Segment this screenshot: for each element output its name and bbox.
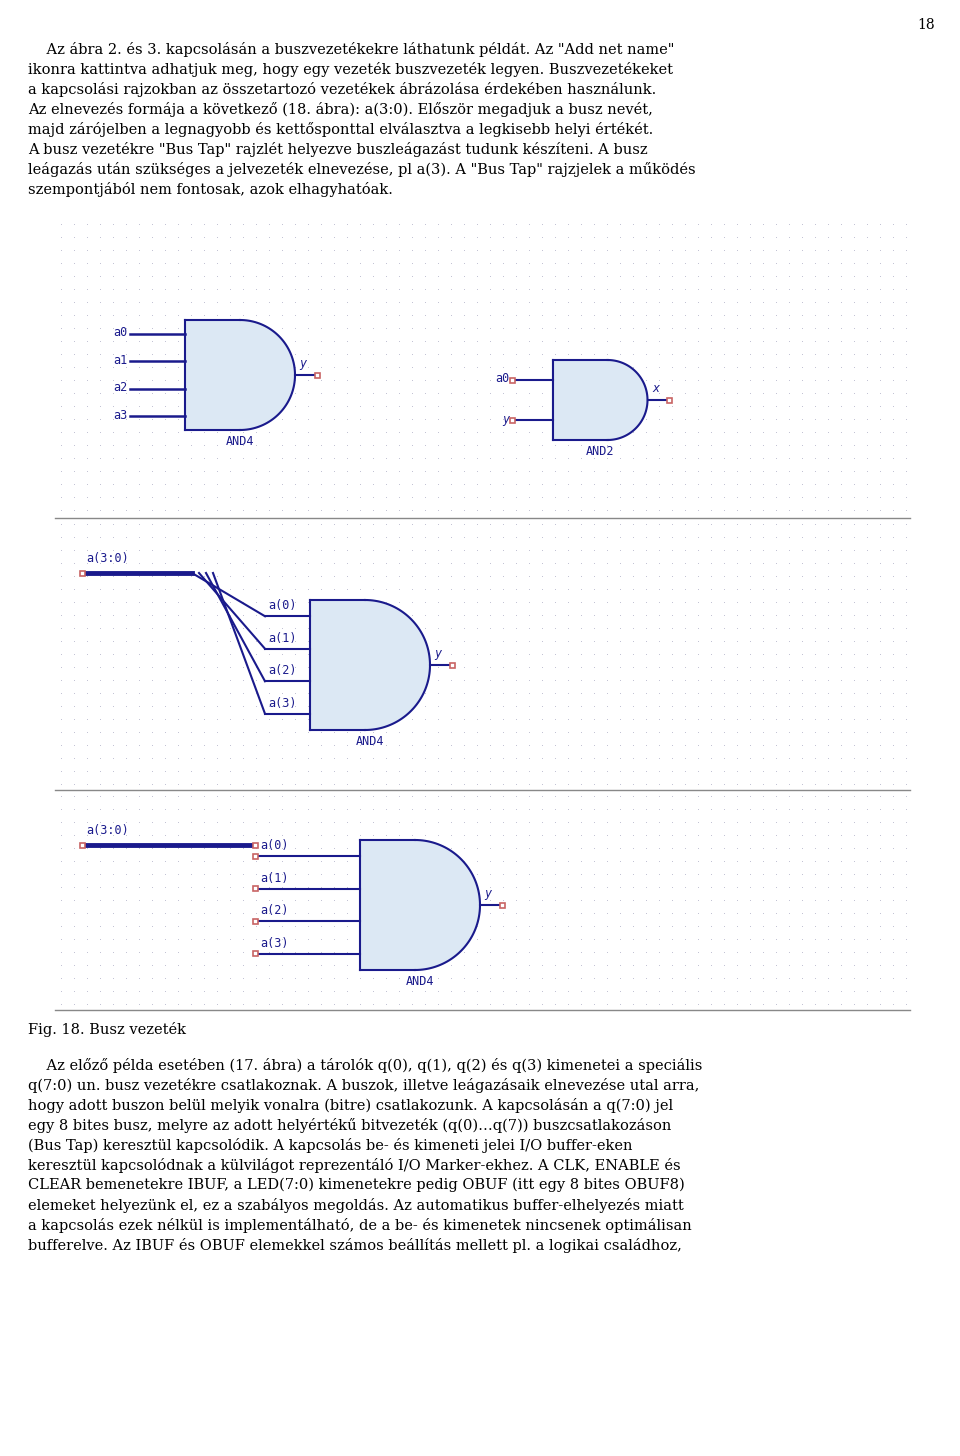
- Text: a2: a2: [112, 381, 127, 395]
- Bar: [252, 843, 257, 847]
- Text: a(3:0): a(3:0): [86, 552, 129, 565]
- Text: Az elnevezés formája a következő (18. ábra): a(3:0). Először megadjuk a busz nev: Az elnevezés formája a következő (18. áb…: [28, 102, 653, 116]
- Text: AND2: AND2: [586, 446, 614, 459]
- Polygon shape: [553, 360, 647, 440]
- Text: a(2): a(2): [268, 664, 297, 677]
- Text: a(0): a(0): [268, 600, 297, 613]
- Text: a3: a3: [112, 409, 127, 422]
- Text: AND4: AND4: [226, 435, 254, 448]
- Text: CLEAR bemenetekre IBUF, a LED(7:0) kimenetekre pedig OBUF (itt egy 8 bites OBUF8: CLEAR bemenetekre IBUF, a LED(7:0) kimen…: [28, 1178, 684, 1192]
- Bar: [449, 662, 454, 667]
- Text: a(2): a(2): [260, 904, 289, 917]
- Text: a(1): a(1): [268, 632, 297, 645]
- Bar: [252, 919, 257, 923]
- Text: Fig. 18. Busz vezeték: Fig. 18. Busz vezeték: [28, 1022, 186, 1037]
- Bar: [80, 571, 84, 575]
- Text: szempontjából nem fontosak, azok elhagyhatóak.: szempontjából nem fontosak, azok elhagyh…: [28, 182, 393, 197]
- Bar: [252, 951, 257, 957]
- Bar: [252, 887, 257, 891]
- Text: 18: 18: [918, 17, 935, 32]
- Text: a(3:0): a(3:0): [86, 824, 129, 837]
- Text: ikonra kattintva adhatjuk meg, hogy egy vezeték buszvezeték legyen. Buszvezetéke: ikonra kattintva adhatjuk meg, hogy egy …: [28, 63, 673, 77]
- Bar: [315, 373, 320, 377]
- Text: a0: a0: [112, 326, 127, 339]
- Text: a1: a1: [112, 354, 127, 367]
- Bar: [667, 397, 672, 402]
- Text: Az ábra 2. és 3. kapcsolásán a buszvezetékekre láthatunk példát. Az "Add net nam: Az ábra 2. és 3. kapcsolásán a buszvezet…: [28, 42, 674, 57]
- Text: y: y: [300, 357, 306, 370]
- Text: y: y: [502, 412, 510, 425]
- Bar: [80, 843, 84, 847]
- Text: a kapcsolási rajzokban az összetartozó vezetékek ábrázolása érdekében használunk: a kapcsolási rajzokban az összetartozó v…: [28, 82, 657, 98]
- Text: a(0): a(0): [260, 839, 289, 852]
- Polygon shape: [310, 600, 430, 729]
- Text: egy 8 bites busz, melyre az adott helyértékű bitvezeték (q(0)…q(7)) buszcsatlako: egy 8 bites busz, melyre az adott helyér…: [28, 1118, 671, 1133]
- Bar: [252, 853, 257, 859]
- Bar: [510, 418, 515, 422]
- Text: a0: a0: [495, 373, 510, 386]
- Text: A busz vezetékre "Bus Tap" rajzlét helyezve buszleágazást tudunk készíteni. A bu: A busz vezetékre "Bus Tap" rajzlét helye…: [28, 143, 648, 157]
- Text: majd zárójelben a legnagyobb és kettősponttal elválasztva a legkisebb helyi érté: majd zárójelben a legnagyobb és kettőspo…: [28, 122, 653, 137]
- Text: y: y: [435, 646, 442, 660]
- Text: x: x: [652, 381, 660, 395]
- Text: q(7:0) un. busz vezetékre csatlakoznak. A buszok, illetve leágazásaik elnevezése: q(7:0) un. busz vezetékre csatlakoznak. …: [28, 1077, 700, 1093]
- Polygon shape: [185, 320, 295, 430]
- Text: hogy adott buszon belül melyik vonalra (bitre) csatlakozunk. A kapcsolásán a q(7: hogy adott buszon belül melyik vonalra (…: [28, 1098, 673, 1112]
- Text: a(1): a(1): [260, 872, 289, 885]
- Polygon shape: [360, 840, 480, 970]
- Text: elemeket helyezünk el, ez a szabályos megoldás. Az automatikus buffer-elhelyezés: elemeket helyezünk el, ez a szabályos me…: [28, 1198, 684, 1213]
- Text: bufferelve. Az IBUF és OBUF elemekkel számos beállítás mellett pl. a logikai csa: bufferelve. Az IBUF és OBUF elemekkel sz…: [28, 1238, 682, 1254]
- Text: a(3): a(3): [268, 697, 297, 709]
- Text: keresztül kapcsolódnak a külvilágot reprezentáló I/O Marker-ekhez. A CLK, ENABLE: keresztül kapcsolódnak a külvilágot repr…: [28, 1158, 681, 1174]
- Bar: [510, 377, 515, 383]
- Text: AND4: AND4: [356, 735, 384, 748]
- Text: AND4: AND4: [406, 976, 434, 989]
- Text: (Bus Tap) keresztül kapcsolódik. A kapcsolás be- és kimeneti jelei I/O buffer-ek: (Bus Tap) keresztül kapcsolódik. A kapcs…: [28, 1139, 633, 1153]
- Text: a kapcsolás ezek nélkül is implementálható, de a be- és kimenetek nincsenek opti: a kapcsolás ezek nélkül is implementálha…: [28, 1219, 692, 1233]
- Text: y: y: [485, 887, 492, 900]
- Text: leágazás után szükséges a jelvezeték elnevezése, pl a(3). A "Bus Tap" rajzjelek : leágazás után szükséges a jelvezeték eln…: [28, 162, 696, 178]
- Text: Az előző példa esetében (17. ábra) a tárolók q(0), q(1), q(2) és q(3) kimenetei : Az előző példa esetében (17. ábra) a tár…: [28, 1059, 703, 1073]
- Bar: [499, 903, 505, 907]
- Text: a(3): a(3): [260, 936, 289, 949]
